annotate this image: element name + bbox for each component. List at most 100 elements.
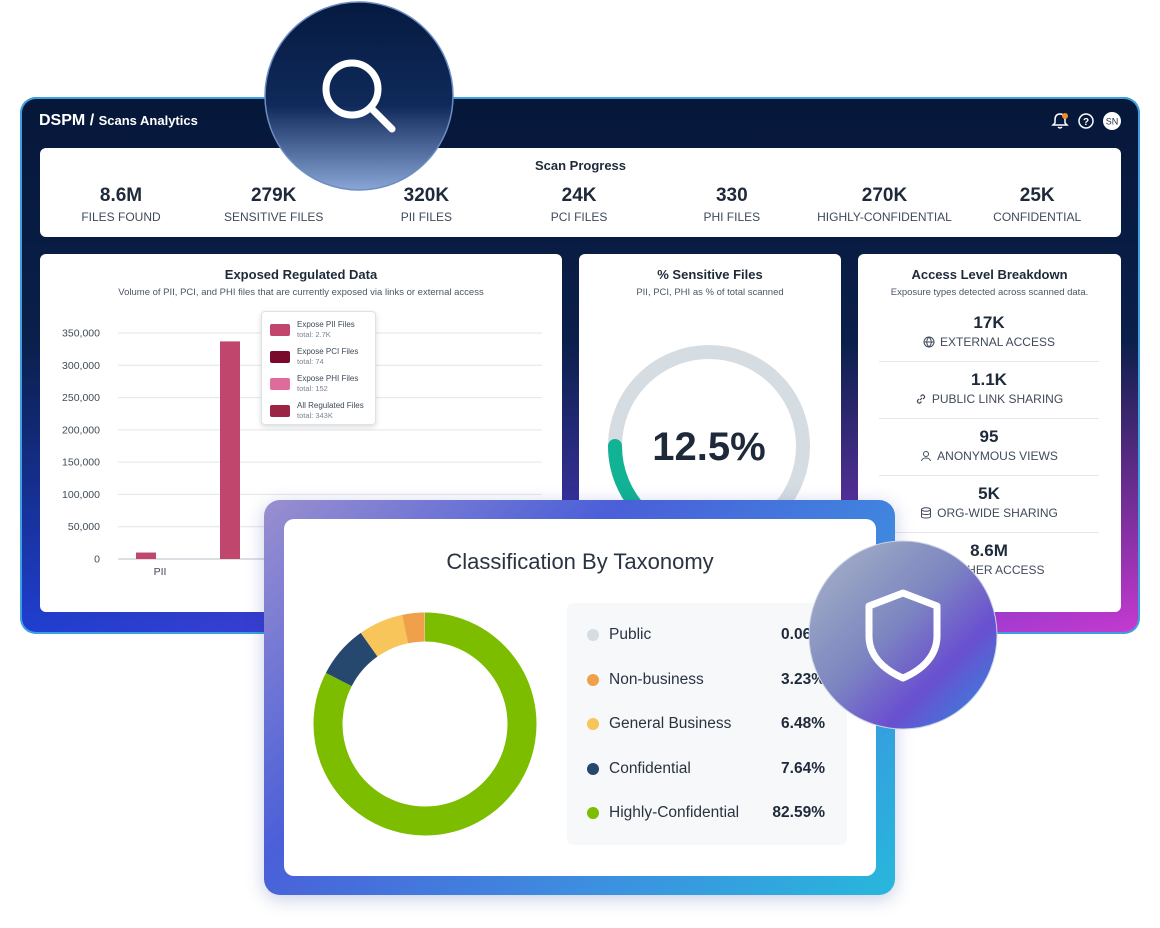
donut-chart	[313, 612, 537, 836]
card-title: Access Level Breakdown	[911, 267, 1068, 282]
y-tick-label: 300,000	[62, 360, 100, 372]
legend-row: Non-business 3.23%	[587, 668, 825, 692]
stat-label: HIGHLY-CONFIDENTIAL	[817, 210, 952, 224]
legend-row: Public 0.06%	[587, 623, 825, 647]
legend-dot	[587, 807, 599, 819]
stat: 270K HIGHLY-CONFIDENTIAL	[810, 185, 960, 224]
access-label-row: PUBLIC LINK SHARING	[879, 392, 1099, 406]
legend-dot	[587, 762, 599, 775]
page-name: Scans Analytics	[98, 113, 198, 128]
legend-name: General Business	[609, 715, 732, 732]
badge-circle	[264, 1, 454, 191]
legend-row: Highly-Confidential 82.59%	[587, 801, 825, 825]
y-tick-label: 100,000	[62, 489, 100, 501]
access-icon	[921, 507, 932, 519]
legend-swatch	[270, 405, 290, 417]
access-item: 1.1K PUBLIC LINK SHARING	[879, 370, 1099, 419]
access-value: 8.6M	[970, 541, 1008, 560]
stat-label: SENSITIVE FILES	[224, 210, 324, 224]
avatar-initials: SN	[1106, 117, 1119, 127]
bar	[220, 341, 240, 559]
badge-circle	[808, 540, 998, 730]
legend-tooltip: Expose PII Files total: 2.7K Expose PCI Fi…	[261, 311, 376, 425]
legend-swatch	[270, 378, 290, 390]
access-card: Access Level Breakdown Exposure types de…	[858, 254, 1121, 612]
help-icon[interactable]	[1078, 113, 1094, 129]
separator: /	[89, 112, 95, 129]
legend-swatch	[270, 324, 290, 336]
y-tick-label: 350,000	[62, 328, 100, 340]
stat-value: 25K	[1019, 185, 1055, 206]
stat: 330 PHI FILES	[657, 185, 807, 224]
card-subtitle: Exposure types detected across scanned d…	[890, 287, 1089, 298]
legend-value: 82.59%	[772, 804, 825, 821]
separator	[879, 361, 1099, 362]
legend-name: Expose PHI Files	[297, 374, 359, 383]
taxonomy-card: Classification By Taxonomy Public 0.06% No…	[284, 519, 876, 876]
legend-total: total: 74	[297, 357, 324, 366]
legend-dot	[587, 629, 599, 641]
donut-slice	[325, 632, 378, 687]
search-icon-handle	[367, 104, 396, 133]
legend-total: total: 2.7K	[297, 330, 331, 339]
help-mark: ?	[1083, 117, 1089, 128]
card-title: Exposed Regulated Data	[224, 267, 378, 282]
stat-value: 8.6M	[99, 185, 143, 206]
notification-dot	[1062, 113, 1068, 119]
legend-name: Confidential	[609, 759, 691, 777]
access-label-row: EXTERNAL ACCESS	[879, 335, 1099, 349]
legend-name: Expose PII Files	[297, 320, 355, 329]
stat-value: 279K	[250, 185, 297, 206]
access-item: 95 ANONYMOUS VIEWS	[879, 427, 1099, 476]
donut-slice	[402, 612, 426, 644]
legend-dot	[587, 718, 599, 730]
card-title: Scan Progress	[534, 158, 627, 173]
legend-value: 6.48%	[781, 715, 825, 732]
legend-name: Non-business	[609, 670, 704, 688]
separator	[879, 532, 1099, 533]
card-subtitle: PII, PCI, PHI as % of total scanned	[636, 287, 784, 298]
card-title: Classification By Taxonomy	[446, 549, 714, 574]
access-label: PUBLIC LINK SHARING	[931, 392, 1064, 406]
access-label: ORG-WIDE SHARING	[937, 506, 1058, 520]
legend-swatch	[270, 351, 290, 363]
x-tick-label: PII	[154, 566, 167, 578]
breadcrumb: DSPM / Scans Analytics	[39, 112, 198, 130]
taxonomy-legend: Public 0.06% Non-business 3.23% General Busi…	[567, 603, 847, 845]
legend-text: Expose PHI Files total: 152	[297, 374, 358, 394]
access-label-row: ORG-WIDE SHARING	[879, 506, 1099, 520]
stat-label: FILES FOUND	[81, 210, 161, 224]
brand: DSPM	[39, 112, 86, 129]
legend-row: Confidential 7.64%	[587, 757, 825, 781]
separator	[879, 418, 1099, 419]
stat: 24K PCI FILES	[504, 185, 654, 224]
search-icon	[322, 59, 382, 119]
legend-total: total: 343K	[297, 411, 333, 420]
gauge-value: 12.5%	[652, 425, 765, 469]
access-icon	[921, 451, 932, 462]
access-value: 95	[979, 427, 999, 446]
bar	[136, 552, 156, 559]
access-item: 17K EXTERNAL ACCESS	[879, 313, 1099, 362]
card-subtitle: Volume of PII, PCI, and PHI files that a…	[118, 287, 484, 298]
avatar[interactable]	[1103, 112, 1121, 130]
legend-name: Highly-Confidential	[609, 804, 740, 821]
access-value: 5K	[978, 484, 1000, 503]
legend-value: 7.64%	[781, 759, 825, 777]
legend-name: Public	[609, 626, 652, 643]
legend-text: Expose PII Files total: 2.7K	[297, 320, 355, 340]
access-item: 5K ORG-WIDE SHARING	[879, 484, 1099, 533]
bar-chart: 0 50,000 100,000 150,000 200,000 250,000 300,0…	[62, 328, 542, 578]
legend-total: total: 152	[297, 384, 328, 393]
access-value: 1.1K	[971, 370, 1007, 389]
y-tick-label: 0	[94, 554, 100, 566]
access-icon	[916, 394, 925, 404]
y-tick-label: 200,000	[62, 424, 100, 436]
stat-value: 24K	[561, 185, 597, 206]
stat-value: 320K	[403, 185, 450, 206]
stat-label: PII FILES	[400, 210, 453, 224]
legend-dot	[587, 673, 599, 686]
separator	[879, 475, 1099, 476]
access-label: EXTERNAL ACCESS	[940, 335, 1055, 349]
